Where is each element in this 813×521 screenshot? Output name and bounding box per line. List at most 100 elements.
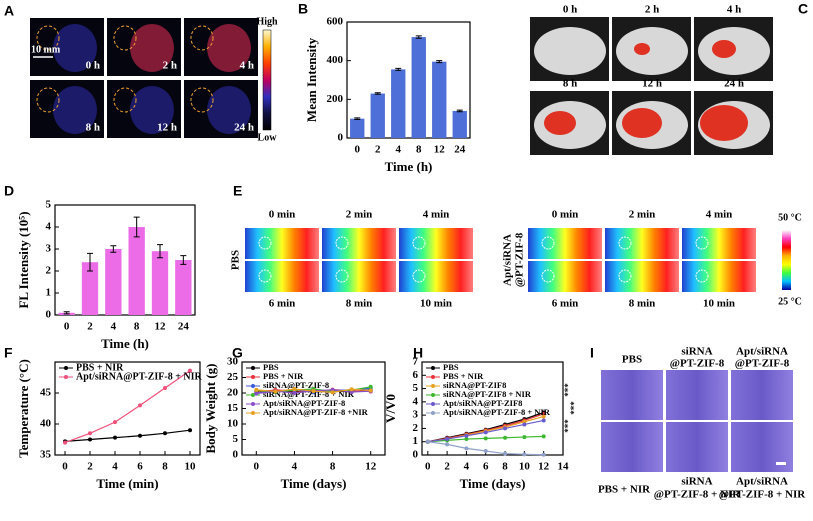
error-bar xyxy=(456,109,463,113)
x-tick-label: 8 xyxy=(330,461,336,473)
line xyxy=(64,370,191,444)
legend-marker xyxy=(251,366,255,370)
thermal-image xyxy=(682,261,756,292)
point xyxy=(503,426,508,431)
group-label: @PT-ZIF-8 + NIR xyxy=(654,489,741,501)
colorbar-low: Low xyxy=(258,132,278,143)
point xyxy=(522,452,527,457)
legend-label: Apt/siRNA@PT-ZIF-8 + NIR xyxy=(76,371,203,382)
x-tick-label: 0 xyxy=(254,461,260,473)
thermal-image xyxy=(528,261,602,292)
signal xyxy=(130,24,174,72)
y-tick-label: 0 xyxy=(338,132,344,144)
bar xyxy=(432,61,447,139)
legend-marker xyxy=(431,384,435,388)
tumor xyxy=(541,236,555,250)
error-bar xyxy=(374,92,381,95)
panel-letter: H xyxy=(413,345,423,361)
histology-image xyxy=(666,422,728,472)
group-label: @PT-ZIF-8 xyxy=(735,358,790,370)
point xyxy=(163,386,167,391)
x-tick-label: 24 xyxy=(178,321,190,333)
legend-label: siRNA@PT-ZIF-8 xyxy=(263,380,329,390)
legend-label: siRNA@PT-ZIF8 + NIR xyxy=(443,389,532,399)
time-label: 24 h xyxy=(234,122,254,134)
point xyxy=(368,384,373,389)
thermal-image xyxy=(605,261,679,292)
time-label: 4 min xyxy=(423,209,450,221)
point xyxy=(113,420,117,425)
point xyxy=(273,389,278,394)
x-tick-label: 14 xyxy=(558,461,570,473)
legend-label: PBS xyxy=(443,362,459,372)
roi xyxy=(36,87,60,113)
point xyxy=(541,414,546,419)
x-tick-label: 4 xyxy=(292,461,298,473)
tumor xyxy=(695,236,709,250)
time-label: 10 min xyxy=(420,298,452,310)
y-tick-label: 30 xyxy=(227,356,239,368)
point xyxy=(311,389,316,394)
x-tick-label: 8 xyxy=(162,461,168,473)
point xyxy=(254,391,259,396)
legend-label: Apt/siRNA@PT-ZIF8 xyxy=(443,398,522,408)
x-tick-label: 8 xyxy=(134,321,140,333)
plot-frame xyxy=(54,361,201,456)
roi xyxy=(36,25,60,51)
y-tick-label: 1 xyxy=(413,435,419,447)
signal xyxy=(700,105,748,141)
y-axis-label: V/V0 xyxy=(383,394,398,423)
thermal-image xyxy=(322,261,396,292)
point xyxy=(113,435,117,440)
y-tick-label: 45 xyxy=(40,387,52,399)
error-bar xyxy=(395,67,402,71)
roi xyxy=(190,87,214,113)
significance: *** xyxy=(569,401,579,415)
group-label: Apt/siRNA xyxy=(502,234,514,286)
y-tick-label: 35 xyxy=(40,449,52,461)
time-label: 8 h xyxy=(563,78,577,90)
significance: *** xyxy=(563,419,573,433)
time-label: 10 min xyxy=(703,298,735,310)
point xyxy=(88,431,92,436)
thermal-image xyxy=(682,228,756,259)
tumor xyxy=(695,269,709,283)
bar xyxy=(391,69,406,138)
x-tick-label: 10 xyxy=(519,461,531,473)
y-tick-label: 3 xyxy=(46,243,52,255)
x-tick-label: 8 xyxy=(416,144,422,156)
group-label: PBS xyxy=(622,354,642,366)
legend-marker xyxy=(431,411,435,415)
bar xyxy=(452,110,467,138)
time-label: 8 h xyxy=(86,122,100,134)
legend-label: PBS + NIR xyxy=(263,371,304,381)
y-axis-label: Mean Intensity xyxy=(304,37,319,122)
plot-frame xyxy=(54,204,196,316)
panel-letter: B xyxy=(298,1,308,17)
panel-letter: D xyxy=(4,183,14,199)
legend-label: Apt/siRNA@PT-ZIF-8 + NIR xyxy=(443,407,551,417)
point xyxy=(188,428,192,433)
x-axis-label: Time (days) xyxy=(460,476,526,491)
legend-marker xyxy=(64,366,68,370)
point xyxy=(503,451,508,456)
legend-marker xyxy=(431,375,435,379)
point xyxy=(483,430,488,435)
x-axis-label: Time (days) xyxy=(281,476,347,491)
x-tick-label: 6 xyxy=(137,461,143,473)
time-label: 8 min xyxy=(346,298,373,310)
y-tick-label: 0 xyxy=(233,449,239,461)
signal xyxy=(207,86,251,134)
time-label: 2 min xyxy=(629,209,656,221)
roi xyxy=(190,25,214,51)
x-tick-label: 12 xyxy=(434,144,446,156)
time-label: 6 min xyxy=(552,298,579,310)
point xyxy=(445,442,450,447)
y-tick-label: 0 xyxy=(46,309,52,321)
legend-marker xyxy=(251,411,255,415)
bar xyxy=(370,93,385,138)
x-tick-label: 2 xyxy=(87,321,93,333)
error-bar xyxy=(133,216,140,238)
bar xyxy=(128,227,145,315)
x-tick-label: 4 xyxy=(111,321,117,333)
